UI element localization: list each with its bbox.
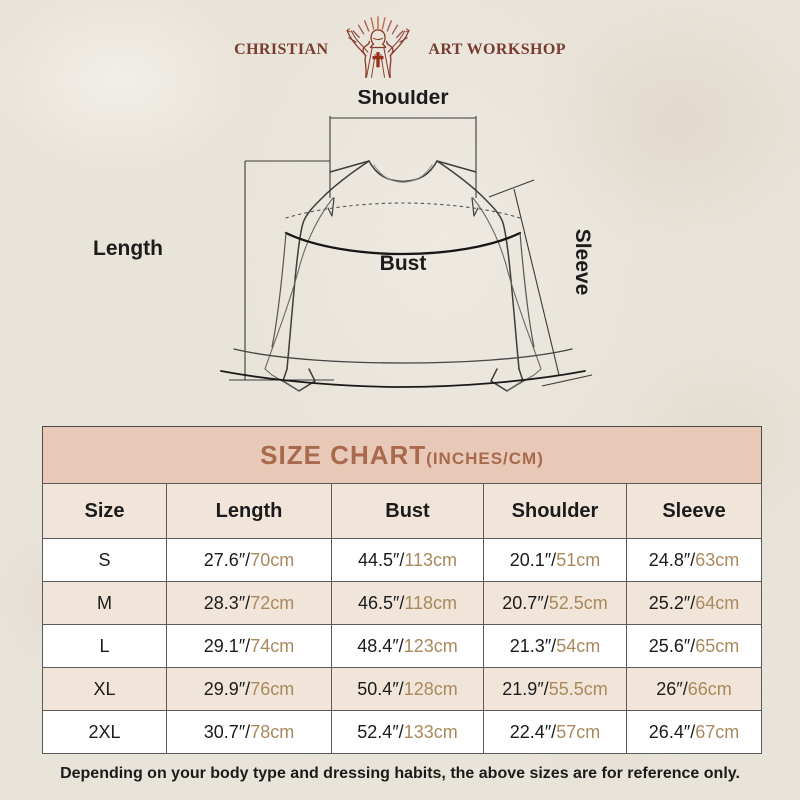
svg-text:Length: Length	[93, 237, 163, 260]
svg-text:Bust: Bust	[380, 252, 427, 275]
svg-text:Shoulder: Shoulder	[357, 90, 448, 109]
svg-text:Sleeve: Sleeve	[571, 229, 594, 296]
